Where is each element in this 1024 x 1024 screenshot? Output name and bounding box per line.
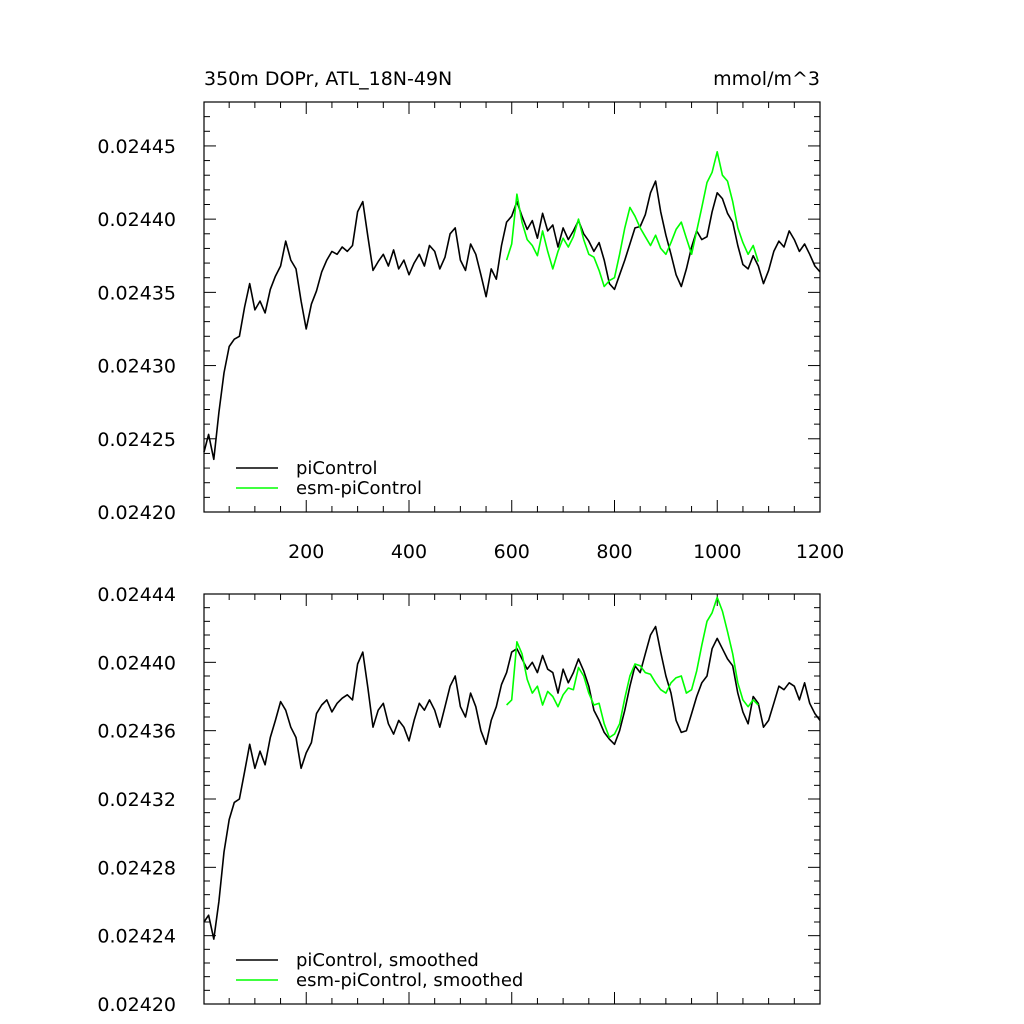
bottom-y-tick-label: 0.02444 — [97, 584, 176, 606]
bottom-y-tick-label: 0.02432 — [97, 789, 176, 811]
top-x-tick-label: 400 — [391, 541, 427, 563]
bottom-y-tick-label: 0.02420 — [97, 994, 176, 1016]
top-y-tick-label: 0.02425 — [97, 429, 176, 451]
bottom-y-tick-label: 0.02436 — [97, 721, 176, 743]
top-x-tick-label: 1000 — [693, 541, 741, 563]
top-y-tick-label: 0.02435 — [97, 282, 176, 304]
top-legend-label: esm-piControl — [296, 478, 422, 499]
top-legend-label: piControl — [296, 458, 378, 479]
bottom-y-tick-label: 0.02428 — [97, 857, 176, 879]
top-x-tick-label: 800 — [596, 541, 632, 563]
top-series-line-esm-picontrol — [505, 151, 760, 288]
chart-title: 350m DOPr, ATL_18N-49N — [204, 68, 452, 90]
top-y-tick-label: 0.02430 — [97, 356, 176, 378]
bottom-panel: 0.02420 0.02424 0.02428 0.02432 0.02436 0.024… — [97, 584, 821, 1016]
top-x-tick-label: 200 — [288, 541, 324, 563]
bottom-y-tick-label: 0.02440 — [97, 652, 176, 674]
top-y-tick-label: 0.02420 — [97, 502, 176, 524]
bottom-legend-label: esm-piControl, smoothed — [296, 970, 523, 991]
bottom-series-line-esm-picontrol — [506, 596, 759, 739]
top-series-line-picontrol — [203, 180, 821, 461]
bottom-plot-frame — [203, 593, 821, 1005]
top-plot-frame — [203, 101, 821, 513]
bottom-series-line-picontrol — [203, 625, 821, 940]
top-panel: 200 400 600 800 1000 1200 0.02420 0.02425 0.0243… — [97, 101, 844, 563]
units-label: mmol/m^3 — [713, 68, 820, 90]
top-x-tick-label: 600 — [494, 541, 530, 563]
top-y-tick-label: 0.02445 — [97, 136, 176, 158]
top-y-tick-label: 0.02440 — [97, 209, 176, 231]
top-x-tick-label: 1200 — [796, 541, 844, 563]
bottom-legend-label: piControl, smoothed — [296, 950, 479, 971]
bottom-y-tick-label: 0.02424 — [97, 926, 176, 948]
